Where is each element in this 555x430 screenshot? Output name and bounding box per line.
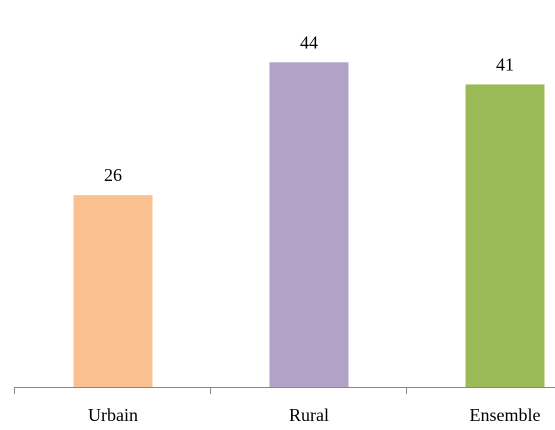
data-label-ensemble: 41 [496,54,514,74]
x-axis-ticks [14,387,407,394]
bars-group [73,62,545,388]
bar-rural [269,62,349,387]
data-labels-group: 26 44 41 [104,32,514,185]
bar-ensemble [465,84,545,388]
data-label-urbain: 26 [104,165,122,185]
x-tick-label-ensemble: Ensemble [470,405,541,425]
x-tick-label-rural: Rural [289,405,329,425]
data-label-rural: 44 [300,32,318,52]
x-tick-label-urbain: Urbain [88,405,138,425]
bar-urbain [73,195,153,387]
x-axis-tick-labels: Urbain Rural Ensemble [88,405,540,425]
